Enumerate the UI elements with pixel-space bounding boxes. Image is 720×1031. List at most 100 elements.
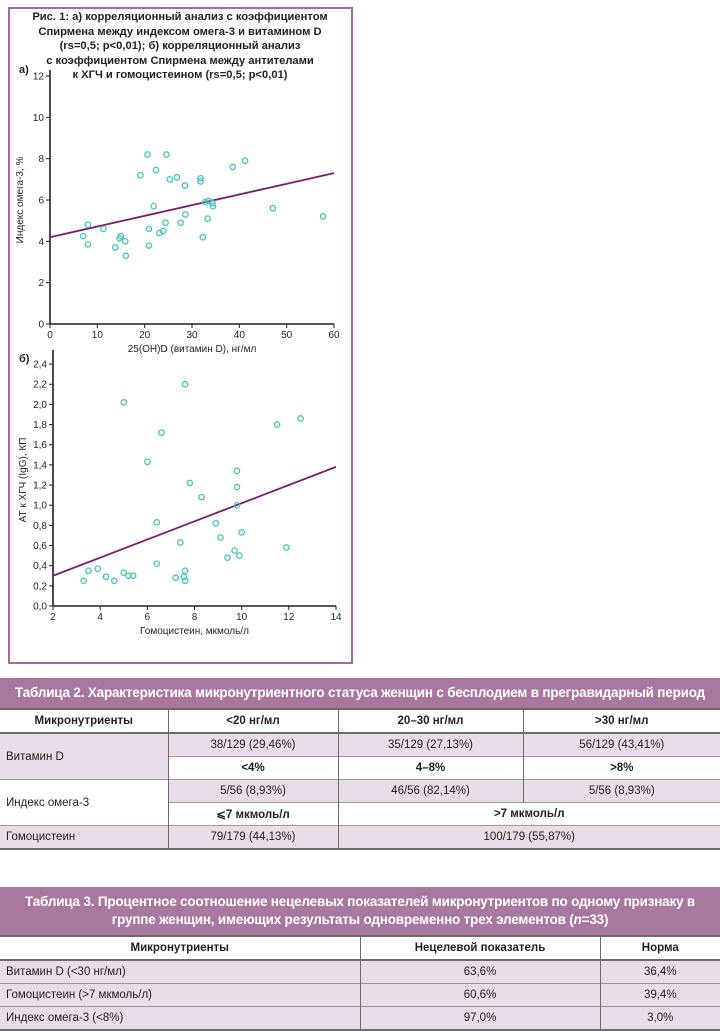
- regression-line: [49, 172, 335, 239]
- data-point: [283, 544, 290, 551]
- y-tick-label: 10: [33, 113, 45, 124]
- caption-text: группе женщин, имеющих результаты одновр…: [111, 912, 574, 927]
- table-2-row-label: Витамин D: [0, 733, 168, 780]
- data-point: [162, 219, 169, 227]
- data-point: [186, 479, 194, 487]
- data-point: [145, 242, 153, 249]
- table-2: Таблица 2. Характеристика микронутриентн…: [0, 678, 720, 850]
- y-tick-label: 0,8: [33, 521, 47, 532]
- data-point: [217, 534, 224, 541]
- table-3-cell: Витамин D (<30 нг/мл): [6, 966, 126, 978]
- data-point: [177, 539, 184, 546]
- table-2-subheader-cell: <4%: [167, 756, 338, 780]
- data-point: [233, 501, 241, 509]
- y-tick-label: 2: [38, 278, 44, 289]
- data-point: [319, 213, 327, 220]
- data-point: [212, 519, 220, 527]
- y-tick-label: 8: [38, 154, 44, 165]
- table-row: Индекс омега-3 (<8%) 97,0% 3,0%: [0, 1006, 720, 1030]
- table-2-grid: Микронутриенты <20 нг/мл 20–30 нг/мл >30…: [0, 708, 720, 850]
- data-point: [121, 237, 129, 245]
- data-point: [235, 552, 243, 559]
- table-3-caption: Таблица 3. Процентное соотношение нецеле…: [0, 887, 720, 935]
- data-point: [204, 215, 211, 222]
- panel-b-label: б): [19, 353, 30, 365]
- data-point: [79, 232, 87, 240]
- figure-title-line: с коэффициентом Спирмена между антителам…: [46, 54, 314, 67]
- figure-frame: [8, 7, 353, 664]
- y-tick-label: 1,8: [33, 420, 47, 431]
- data-point: [172, 574, 179, 582]
- x-tick-label: 60: [328, 330, 340, 341]
- data-point: [224, 554, 231, 561]
- caption-n: n: [573, 912, 582, 927]
- x-tick-label: 6: [145, 612, 151, 623]
- data-point: [180, 573, 188, 581]
- y-tick-label: 1,6: [33, 440, 47, 451]
- data-point: [273, 421, 281, 428]
- data-point: [144, 151, 151, 158]
- data-point: [111, 244, 119, 251]
- x-tick-label: 30: [186, 330, 198, 341]
- x-tick-label: 20: [139, 330, 151, 341]
- y-tick-label: 1,2: [33, 481, 47, 492]
- table-3-caption-line: группе женщин, имеющих результаты одновр…: [10, 911, 710, 929]
- y-tick-label: 2,0: [33, 400, 47, 411]
- data-point: [150, 202, 158, 210]
- table-2-cell: 46/56 (82,14%): [337, 779, 523, 803]
- data-point: [152, 166, 160, 174]
- data-point: [199, 233, 207, 241]
- y-tick-label: 1,4: [33, 460, 47, 471]
- data-point: [209, 202, 217, 210]
- data-point: [177, 219, 184, 227]
- data-point: [241, 157, 249, 165]
- data-point: [269, 204, 277, 212]
- data-point: [84, 241, 92, 248]
- table-row: Гомоцистеин (>7 мкмоль/л) 60,6% 39,4%: [0, 983, 720, 1007]
- table-3-cell: 3,0%: [599, 1006, 720, 1030]
- data-point: [297, 415, 304, 422]
- table-2-header-cell: >30 нг/мл: [522, 709, 720, 733]
- table-3-cell: 39,4%: [599, 983, 720, 1007]
- data-point: [122, 252, 130, 260]
- table-3-cell: 36,4%: [599, 960, 720, 984]
- table-3-caption-line: Таблица 3. Процентное соотношение нецеле…: [25, 894, 695, 909]
- y-tick-label: 0,4: [33, 561, 47, 572]
- data-point: [129, 572, 137, 580]
- data-point: [197, 178, 204, 185]
- data-point: [100, 225, 107, 233]
- data-point: [182, 211, 189, 218]
- scatter-chart-b: 0,0 0,2 0,4 0,6 0,8 1,0 1,2 1,4 1,6 1,8 2,0 2,2 2,4 2…: [18, 350, 342, 637]
- y-tick-label: 4: [38, 237, 44, 248]
- data-point: [125, 572, 132, 580]
- table-2-subheader-cell: >8%: [522, 756, 720, 780]
- data-point: [158, 429, 165, 436]
- data-point: [85, 567, 92, 575]
- y-tick-label: 2,2: [33, 380, 47, 391]
- data-point: [143, 458, 151, 466]
- table-2-cell: 35/129 (27,13%): [337, 733, 523, 757]
- y-tick-label: 12: [33, 72, 45, 83]
- table-2-header-cell: <20 нг/мл: [167, 709, 338, 733]
- data-point: [102, 573, 110, 581]
- y-tick-label: 0,2: [33, 581, 47, 592]
- data-point: [166, 175, 174, 183]
- figure-title: Рис. 1: а) корреляционный анализ с коэфф…: [10, 10, 350, 83]
- table-3-cell: 97,0%: [359, 1006, 600, 1030]
- x-tick-label: 40: [234, 330, 246, 341]
- figure-title-line: (rs=0,5; p<0,01); б) корреляционный анал…: [59, 40, 301, 53]
- y-axis-label: Индекс омега-3, %: [15, 157, 26, 244]
- table-2-header-cell: Микронутриенты: [34, 715, 133, 727]
- x-axis-label: 25(OH)D (витамин D), нг/мл: [128, 344, 257, 355]
- table-2-cell: 100/179 (55,87%): [337, 825, 720, 849]
- table-3-cell: Индекс омега-3 (<8%): [6, 1012, 124, 1024]
- y-tick-label: 0,6: [33, 541, 47, 552]
- figure-title-line: Рис. 1: а) корреляционный анализ с коэфф…: [32, 11, 328, 23]
- data-point: [163, 151, 170, 158]
- data-point: [233, 483, 241, 491]
- data-point: [181, 567, 189, 575]
- data-point: [80, 577, 88, 585]
- data-point: [181, 182, 189, 189]
- x-tick-label: 0: [47, 330, 53, 341]
- regression-line: [52, 466, 337, 577]
